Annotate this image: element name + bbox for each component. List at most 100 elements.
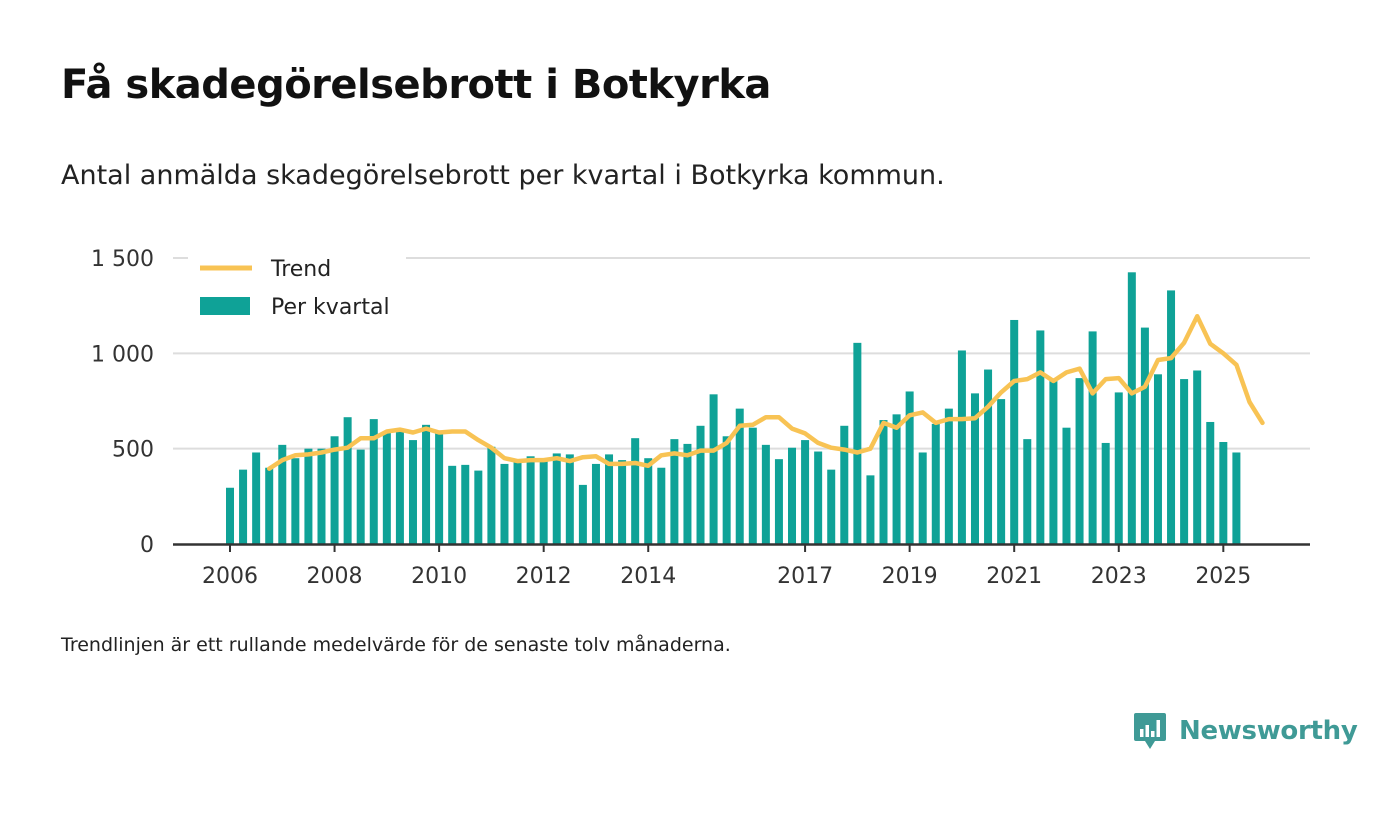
bar bbox=[984, 369, 993, 544]
x-tick-label: 2010 bbox=[411, 564, 467, 589]
x-tick-label: 2008 bbox=[307, 564, 363, 589]
x-tick-label: 2017 bbox=[777, 564, 833, 589]
bar bbox=[1206, 421, 1215, 544]
bar bbox=[591, 463, 600, 544]
newsworthy-logo[interactable]: Newsworthy bbox=[1133, 711, 1358, 751]
bar bbox=[1075, 378, 1084, 544]
x-tick-label: 2025 bbox=[1195, 564, 1251, 589]
y-tick-label: 0 bbox=[140, 533, 154, 558]
bar bbox=[1180, 379, 1189, 544]
bar bbox=[278, 444, 287, 544]
bar bbox=[1023, 439, 1032, 544]
legend-trend-label: Trend bbox=[270, 257, 331, 282]
bar bbox=[1049, 380, 1058, 544]
bar bbox=[683, 443, 692, 544]
trend-line bbox=[266, 313, 1265, 471]
footnote: Trendlinjen är ett rullande medelvärde f… bbox=[61, 634, 731, 656]
bar bbox=[422, 424, 431, 544]
bar bbox=[252, 452, 261, 544]
y-axis-labels: 0 500 1 000 1 500 bbox=[91, 247, 154, 558]
bar bbox=[814, 451, 823, 544]
bar bbox=[644, 458, 653, 544]
bar bbox=[957, 350, 966, 544]
bar bbox=[435, 431, 444, 544]
bar bbox=[343, 417, 352, 544]
bar bbox=[1062, 427, 1071, 544]
bar bbox=[382, 431, 391, 544]
x-tick-label: 2023 bbox=[1091, 564, 1147, 589]
bar bbox=[905, 391, 914, 544]
x-tick-label: 2019 bbox=[882, 564, 938, 589]
bar bbox=[801, 440, 810, 544]
bars bbox=[226, 272, 1241, 544]
newsworthy-logo-text: Newsworthy bbox=[1179, 716, 1358, 746]
bar bbox=[1127, 272, 1136, 544]
bar bbox=[291, 458, 300, 544]
y-tick-label: 1 000 bbox=[91, 342, 154, 367]
bar bbox=[631, 438, 640, 544]
bar bbox=[1088, 331, 1097, 544]
bar bbox=[931, 423, 940, 544]
bar bbox=[618, 460, 627, 544]
bar bbox=[605, 454, 614, 544]
bar bbox=[761, 444, 770, 544]
y-tick-label: 1 500 bbox=[91, 247, 154, 272]
bar bbox=[774, 459, 783, 544]
x-axis-labels: 2006 2008 2010 2012 2014 2017 2019 2021 2023 2025 bbox=[202, 564, 1251, 589]
bar bbox=[265, 467, 274, 544]
bar bbox=[539, 461, 548, 544]
bar bbox=[408, 440, 417, 544]
bar bbox=[552, 453, 561, 544]
bar bbox=[866, 475, 875, 544]
bar bbox=[1036, 330, 1045, 544]
chart-title: Få skadegörelsebrott i Botkyrka bbox=[61, 62, 771, 108]
legend-bar-swatch bbox=[200, 297, 250, 315]
x-tick-label: 2006 bbox=[202, 564, 258, 589]
bar bbox=[709, 394, 718, 544]
bar bbox=[239, 469, 248, 544]
bar bbox=[1010, 319, 1019, 544]
bar bbox=[1193, 370, 1202, 544]
legend-bar-label: Per kvartal bbox=[271, 295, 390, 320]
legend: Trend Per kvartal bbox=[188, 250, 406, 330]
bar bbox=[670, 439, 679, 544]
x-tick-label: 2014 bbox=[620, 564, 676, 589]
bar bbox=[1167, 290, 1176, 544]
x-tick-label: 2021 bbox=[986, 564, 1042, 589]
x-tick-label: 2012 bbox=[516, 564, 572, 589]
bar bbox=[657, 467, 666, 544]
bar bbox=[226, 487, 234, 544]
bar bbox=[565, 454, 574, 544]
newsworthy-logo-icon bbox=[1134, 713, 1166, 749]
bar bbox=[944, 408, 953, 544]
bar bbox=[500, 463, 509, 544]
bar bbox=[1153, 374, 1162, 544]
chart-subtitle: Antal anmälda skadegörelsebrott per kvar… bbox=[61, 160, 945, 191]
bar bbox=[487, 446, 496, 544]
bar bbox=[461, 464, 470, 544]
bar bbox=[1114, 392, 1123, 544]
bar bbox=[474, 470, 483, 544]
bar bbox=[330, 436, 339, 544]
bar bbox=[304, 448, 313, 544]
bar bbox=[513, 462, 522, 544]
bar bbox=[1232, 452, 1241, 544]
bar bbox=[356, 449, 365, 544]
bar bbox=[827, 469, 836, 544]
bar bbox=[853, 342, 862, 544]
legend-background bbox=[188, 250, 406, 330]
bar bbox=[840, 425, 849, 544]
bar bbox=[918, 452, 927, 544]
bar bbox=[748, 427, 757, 544]
bar bbox=[578, 484, 587, 544]
bar bbox=[448, 465, 457, 544]
bar bbox=[892, 414, 901, 544]
bar bbox=[369, 419, 378, 544]
y-tick-label: 500 bbox=[112, 438, 154, 463]
bar bbox=[722, 436, 731, 544]
bar bbox=[970, 393, 979, 544]
bar bbox=[879, 420, 888, 544]
bar bbox=[1101, 442, 1110, 544]
x-axis-ticks bbox=[229, 544, 1225, 552]
